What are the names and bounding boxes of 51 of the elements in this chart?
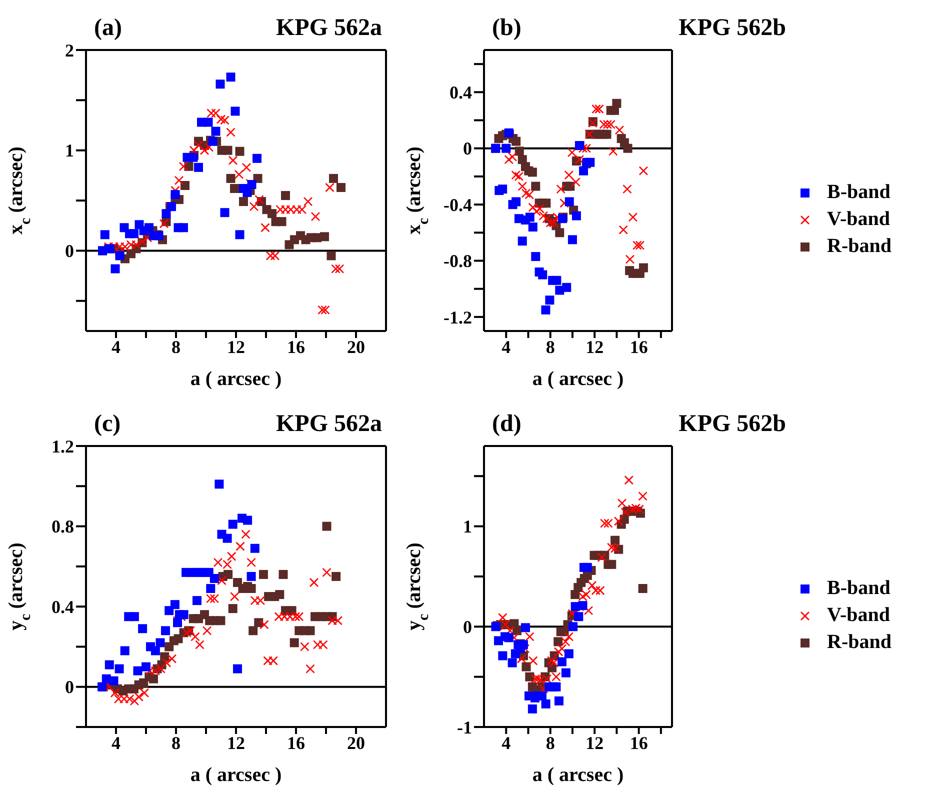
- y-tick-label: 0: [65, 241, 74, 262]
- legend-label: R-band: [827, 235, 892, 258]
- x-tick-label: 4: [502, 336, 511, 357]
- x-tick-label: 8: [172, 336, 180, 357]
- legend-label: B-band: [827, 181, 890, 204]
- legend-label: R-band: [827, 631, 892, 654]
- x-tick-label: 12: [586, 336, 604, 357]
- y-tick-label: 0.4: [52, 596, 74, 617]
- x-tick-label: 16: [287, 336, 305, 357]
- x-tick-label: 8: [172, 732, 180, 753]
- y-tick-label: 2: [65, 40, 74, 60]
- x-tick-label: 8: [546, 732, 555, 753]
- y-tick-label: -1: [457, 717, 472, 738]
- chart-title: KPG 562a: [276, 15, 382, 42]
- chart-title: KPG 562a: [276, 411, 382, 438]
- x-axis-title: a ( arcsec ): [190, 368, 282, 390]
- y-tick-label: 1.2: [52, 436, 74, 456]
- x-tick-label: 16: [287, 732, 305, 753]
- x-tick-label: 16: [630, 336, 648, 357]
- x-tick-label: 4: [112, 336, 120, 357]
- text: (b): [492, 15, 522, 42]
- x-tick-label: 8: [546, 336, 555, 357]
- y-tick-label: 0: [463, 617, 472, 638]
- text: KPG 562b: [678, 15, 786, 42]
- text: (d): [492, 411, 522, 438]
- text: (a): [94, 15, 122, 42]
- x-tick-label: 20: [347, 336, 365, 357]
- x-tick-label: 4: [502, 732, 511, 753]
- y-tick-label: 0: [463, 138, 472, 159]
- text: KPG 562b: [678, 411, 786, 438]
- x-tick-label: 16: [630, 732, 648, 753]
- x-tick-label: 12: [586, 732, 604, 753]
- legend-label: B-band: [827, 577, 890, 600]
- y-tick-label: 0.4: [450, 82, 472, 103]
- y-tick-label: 0: [65, 677, 74, 698]
- x-tick-label: 12: [227, 732, 245, 753]
- x-axis-title: a ( arcsec ): [532, 368, 624, 390]
- x-tick-label: 20: [347, 732, 365, 753]
- legend-label: V-band: [827, 604, 890, 627]
- x-tick-label: 12: [227, 336, 245, 357]
- x-tick-label: 4: [112, 732, 120, 753]
- y-tick-label: -1.2: [444, 307, 472, 328]
- x-axis-title: a ( arcsec ): [190, 764, 282, 786]
- y-tick-label: 1: [65, 140, 74, 161]
- y-tick-label: -0.4: [444, 194, 472, 215]
- x-axis-title: a ( arcsec ): [532, 764, 624, 786]
- y-tick-label: 1: [463, 516, 472, 537]
- y-tick-label: -0.8: [444, 251, 472, 272]
- text: (c): [94, 411, 121, 438]
- legend-label: V-band: [827, 208, 890, 231]
- y-tick-label: 0.8: [52, 516, 74, 537]
